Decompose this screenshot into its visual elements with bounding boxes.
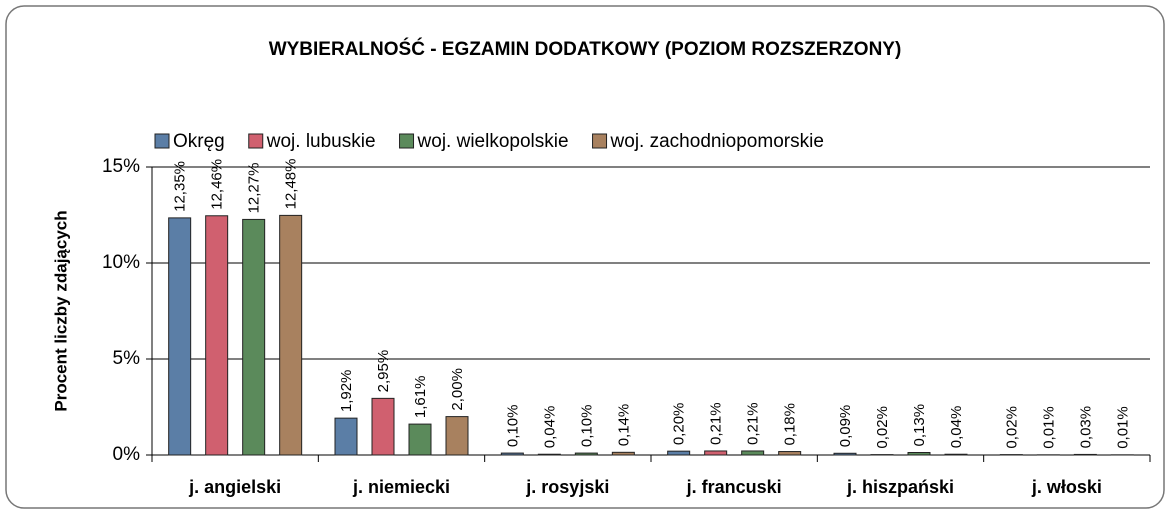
bar — [704, 450, 728, 456]
legend-label: woj. lubuskie — [266, 131, 376, 152]
legend-swatch — [399, 133, 415, 149]
value-label: 1,92% — [338, 370, 355, 413]
bar — [574, 452, 598, 456]
chart-title: WYBIERALNOŚĆ - EGZAMIN DODATKOWY (POZIOM… — [269, 38, 902, 60]
bar — [907, 452, 931, 456]
value-label: 0,01% — [1040, 406, 1057, 449]
bar — [667, 450, 691, 456]
bar — [242, 218, 266, 456]
legend-label: woj. zachodniopomorskie — [610, 131, 824, 152]
legend-swatch — [154, 133, 170, 149]
value-label: 0,04% — [948, 406, 965, 449]
bar — [408, 423, 432, 456]
bar — [168, 217, 192, 456]
value-label: 12,46% — [209, 159, 226, 210]
value-label: 0,13% — [911, 404, 928, 447]
bar — [445, 416, 469, 456]
legend-swatch — [592, 133, 608, 149]
legend-label: Okręg — [173, 131, 225, 152]
bar — [205, 215, 229, 456]
y-tick-label: 10% — [102, 252, 140, 273]
value-label: 12,35% — [172, 161, 189, 212]
value-label: 12,27% — [246, 163, 263, 214]
value-label: 0,10% — [578, 405, 595, 448]
value-label: 1,61% — [412, 376, 429, 419]
x-tick-label: j. francuski — [686, 477, 782, 497]
bar — [371, 397, 395, 456]
value-label: 0,04% — [541, 406, 558, 449]
bar — [944, 453, 968, 456]
bar — [1073, 453, 1097, 456]
value-label: 0,18% — [782, 403, 799, 446]
bar — [279, 214, 303, 456]
y-axis-label: Procent liczby zdających — [51, 210, 70, 411]
value-label: 2,00% — [449, 368, 466, 411]
y-tick-label: 5% — [113, 348, 141, 369]
y-tick-label: 15% — [102, 156, 140, 177]
value-label: 0,14% — [615, 404, 632, 447]
legend-swatch — [248, 133, 264, 149]
value-label: 2,95% — [375, 350, 392, 393]
value-label: 0,01% — [1114, 406, 1131, 449]
x-tick-label: j. rosyjski — [525, 477, 609, 497]
bar — [334, 417, 358, 456]
y-tick-label: 0% — [113, 444, 141, 465]
value-label: 0,03% — [1077, 406, 1094, 449]
value-label: 0,02% — [1003, 406, 1020, 449]
x-tick-label: j. angielski — [188, 477, 281, 497]
bar — [778, 451, 802, 456]
x-tick-label: j. niemiecki — [352, 477, 450, 497]
value-label: 12,48% — [283, 159, 300, 210]
x-tick-label: j. hiszpański — [846, 477, 954, 497]
legend-label: woj. wielkopolskie — [417, 131, 569, 152]
value-label: 0,10% — [504, 405, 521, 448]
bar — [537, 453, 561, 456]
bar — [500, 452, 524, 456]
bar — [833, 452, 857, 456]
x-tick-label: j. włoski — [1031, 477, 1102, 497]
value-label: 0,20% — [671, 403, 688, 446]
bar — [741, 450, 765, 456]
value-label: 0,21% — [745, 402, 762, 445]
value-label: 0,21% — [708, 402, 725, 445]
bar — [611, 451, 635, 456]
value-label: 0,02% — [874, 406, 891, 449]
value-label: 0,09% — [837, 405, 854, 448]
